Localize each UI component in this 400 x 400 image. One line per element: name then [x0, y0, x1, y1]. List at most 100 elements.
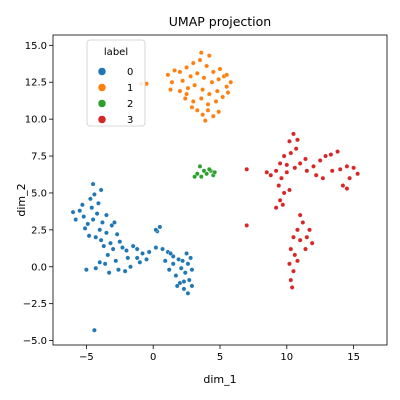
scatter-point-label-1 [228, 79, 234, 85]
scatter-point-label-3 [244, 166, 250, 172]
scatter-point-label-3 [340, 183, 346, 188]
scatter-point-label-3 [291, 131, 296, 137]
scatter-point-label-1 [206, 53, 212, 59]
scatter-point-label-1 [202, 118, 208, 123]
scatter-point-label-0 [94, 211, 100, 216]
scatter-point-label-2 [198, 174, 204, 180]
scatter-point-label-0 [186, 277, 192, 283]
scatter-point-label-3 [309, 240, 315, 246]
scatter-point-label-3 [304, 168, 310, 174]
scatter-point-label-3 [293, 146, 299, 152]
scatter-point-label-0 [77, 208, 83, 214]
scatter-point-label-3 [281, 190, 287, 196]
scatter-point-label-1 [206, 91, 212, 97]
scatter-point-label-3 [307, 227, 312, 233]
scatter-point-label-0 [80, 202, 85, 208]
scatter-point-label-0 [168, 251, 173, 256]
y-tick-label: −5.0 [23, 336, 47, 347]
scatter-point-label-0 [86, 233, 92, 239]
scatter-point-label-3 [329, 168, 335, 174]
scatter-point-label-1 [188, 73, 193, 79]
scatter-point-label-1 [205, 107, 211, 113]
scatter-point-label-0 [104, 212, 109, 218]
scatter-point-label-3 [328, 152, 334, 157]
scatter-point-label-0 [166, 267, 172, 273]
scatter-point-label-3 [297, 237, 303, 243]
legend: label 0 1 2 3 [86, 39, 146, 127]
scatter-point-label-3 [292, 165, 298, 171]
y-tick-label: 7.5 [31, 152, 47, 163]
scatter-point-label-3 [304, 234, 310, 240]
scatter-point-label-1 [200, 112, 206, 118]
scatter-point-label-0 [98, 237, 104, 243]
y-tick-label: 5.0 [31, 188, 47, 199]
x-tick-label: 5 [217, 352, 223, 363]
scatter-point-label-0 [137, 259, 143, 265]
scatter-point-label-3 [291, 234, 296, 240]
scatter-point-label-0 [181, 286, 187, 292]
scatter-point-label-0 [130, 243, 136, 249]
scatter-point-label-1 [169, 79, 175, 85]
scatter-point-label-1 [214, 88, 220, 94]
scatter-point-label-3 [292, 252, 298, 258]
scatter-point-label-0 [114, 231, 120, 237]
scatter-point-label-0 [110, 246, 116, 252]
scatter-point-label-1 [192, 82, 197, 88]
scatter-point-label-3 [288, 150, 294, 156]
scatter-point-label-1 [194, 71, 200, 76]
scatter-point-label-1 [216, 109, 222, 115]
scatter-point-label-1 [225, 90, 231, 95]
scatter-point-label-3 [287, 261, 292, 267]
scatter-point-label-0 [81, 214, 87, 219]
scatter-point-label-1 [205, 102, 211, 107]
scatter-point-label-2 [192, 174, 197, 180]
scatter-point-label-3 [284, 162, 290, 168]
scatter-point-label-3 [344, 164, 350, 169]
scatter-point-label-0 [153, 245, 159, 250]
scatter-point-label-0 [96, 200, 101, 206]
scatter-point-label-0 [173, 273, 179, 278]
scatter-point-label-0 [185, 261, 191, 267]
scatter-point-label-0 [174, 283, 180, 289]
scatter-point-label-2 [212, 169, 218, 175]
scatter-point-label-2 [204, 171, 210, 177]
y-tick-label: 10.0 [25, 115, 47, 126]
scatter-point-label-0 [146, 249, 152, 255]
scatter-point-label-3 [311, 164, 316, 169]
scatter-point-label-0 [178, 265, 184, 271]
scatter-point-label-3 [287, 187, 292, 193]
x-tick-label: 10 [280, 352, 293, 363]
legend-entry-label: 0 [127, 67, 133, 78]
scatter-point-label-1 [189, 104, 195, 110]
legend-entry-label: 2 [127, 99, 133, 110]
scatter-point-label-3 [347, 175, 352, 181]
scatter-point-label-3 [295, 227, 300, 233]
scatter-point-label-0 [157, 224, 163, 230]
scatter-point-label-0 [102, 261, 108, 267]
x-tick-label: 15 [347, 352, 360, 363]
scatter-point-label-1 [197, 57, 203, 63]
scatter-point-label-2 [194, 171, 200, 177]
scatter-point-label-0 [82, 226, 88, 231]
scatter-point-label-0 [101, 243, 107, 249]
scatter-point-label-3 [284, 169, 290, 175]
scatter-point-label-0 [144, 257, 149, 262]
scatter-point-label-1 [185, 85, 191, 91]
legend-marker-1 [97, 83, 107, 92]
scatter-point-label-1 [213, 99, 219, 104]
scatter-point-label-1 [177, 88, 183, 94]
scatter-point-label-0 [176, 257, 181, 262]
scatter-point-label-3 [295, 258, 300, 264]
scatter-point-label-0 [134, 246, 140, 252]
scatter-point-label-0 [84, 267, 89, 273]
scatter-point-label-0 [116, 267, 121, 273]
scatter-point-label-0 [93, 265, 99, 271]
scatter-point-label-1 [190, 99, 196, 104]
scatter-point-label-1 [210, 113, 216, 119]
scatter-point-label-0 [104, 230, 109, 236]
scatter-point-label-1 [165, 72, 171, 78]
scatter-point-label-0 [92, 192, 97, 197]
scatter-point-label-3 [280, 202, 286, 208]
scatter-point-label-0 [182, 270, 188, 276]
scatter-point-label-1 [201, 75, 207, 81]
